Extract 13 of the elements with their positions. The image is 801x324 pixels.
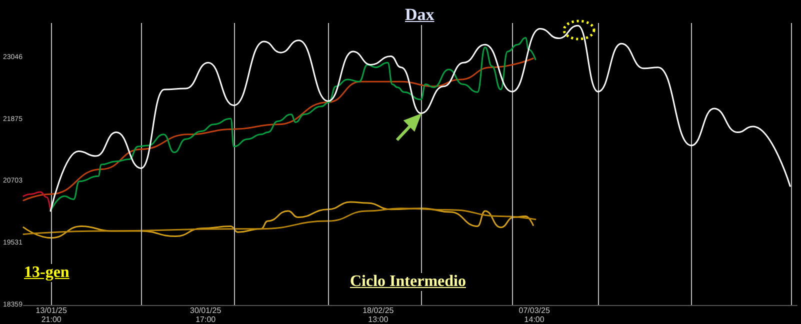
- x-tick-label: 18/02/25 13:00: [362, 306, 394, 324]
- chart-title: Dax: [403, 5, 436, 25]
- annotation: Ciclo Intermedio: [348, 273, 468, 291]
- line-series: [22, 58, 534, 202]
- line-series: [50, 37, 536, 212]
- x-tick-label: 07/03/25 14:00: [518, 306, 550, 324]
- x-tick-label: 30/01/25 17:00: [190, 306, 222, 324]
- line-series: [50, 24, 791, 212]
- line-series: [22, 208, 536, 235]
- annotation: 13-gen: [22, 264, 72, 282]
- line-series: [22, 191, 52, 212]
- x-tick-label: 13/01/25 21:00: [36, 306, 68, 324]
- line-series: [22, 201, 534, 239]
